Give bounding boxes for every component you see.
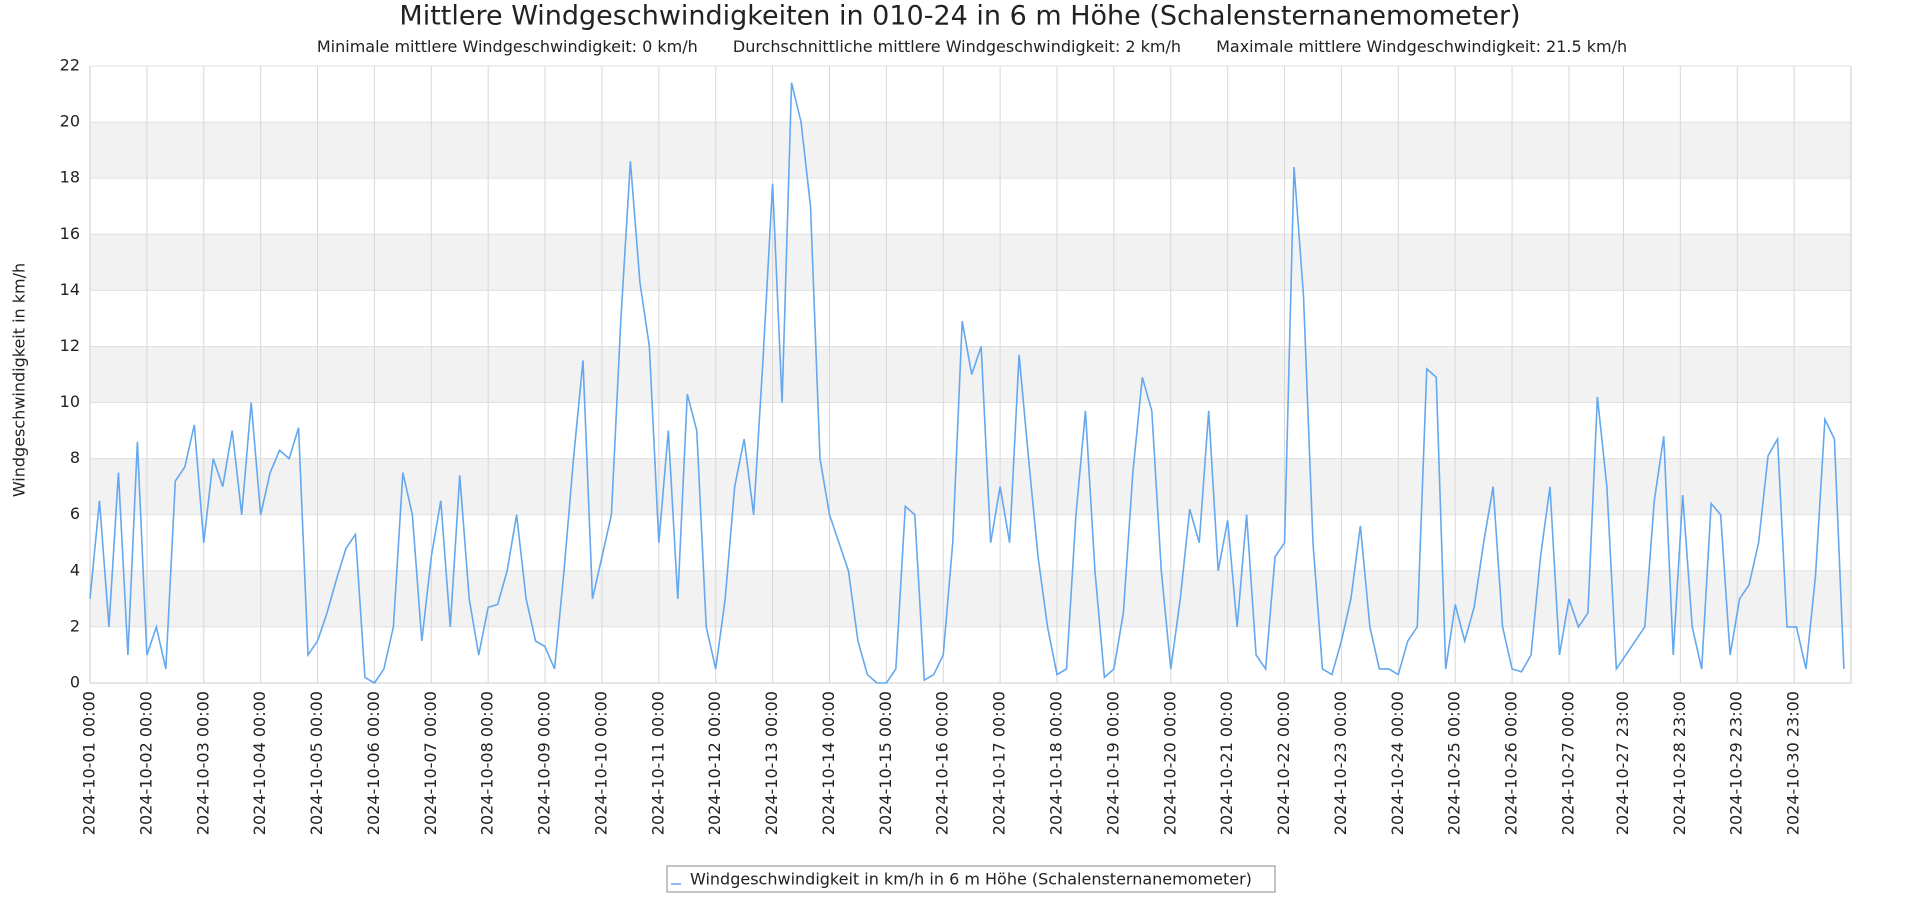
x-tick-label: 2024-10-21 00:00 — [1217, 691, 1236, 835]
y-tick-label: 2 — [70, 616, 80, 635]
x-tick-label: 2024-10-01 00:00 — [80, 691, 99, 835]
x-tick-label: 2024-10-08 00:00 — [478, 691, 497, 835]
legend-box — [666, 865, 1276, 893]
y-tick-label: 12 — [60, 336, 80, 355]
x-tick-label: 2024-10-16 00:00 — [933, 691, 952, 835]
chart-subtitle: Minimale mittlere Windgeschwindigkeit: 0… — [317, 37, 1627, 56]
x-tick-label: 2024-10-26 00:00 — [1502, 691, 1521, 835]
x-tick-label: 2024-10-27 23:00 — [1613, 691, 1632, 835]
y-tick-label: 8 — [70, 448, 80, 467]
x-tick-label: 2024-10-28 23:00 — [1670, 691, 1689, 835]
x-tick-label: 2024-10-29 23:00 — [1727, 691, 1746, 835]
y-tick-label: 0 — [70, 673, 80, 692]
x-tick-label: 2024-10-19 00:00 — [1103, 691, 1122, 835]
x-tick-label: 2024-10-22 00:00 — [1274, 691, 1293, 835]
subtitle-min: Minimale mittlere Windgeschwindigkeit: 0… — [317, 37, 698, 56]
x-tick-label: 2024-10-10 00:00 — [591, 691, 610, 835]
y-tick-label: 6 — [70, 504, 80, 523]
x-tick-label: 2024-10-24 00:00 — [1388, 691, 1407, 835]
grid-band — [90, 458, 1851, 515]
y-tick-label: 22 — [60, 56, 80, 75]
x-tick-label: 2024-10-25 00:00 — [1445, 691, 1464, 835]
x-tick-label: 2024-10-02 00:00 — [136, 691, 155, 835]
y-tick-label: 4 — [70, 560, 80, 579]
y-tick-label: 16 — [60, 224, 80, 243]
subtitle-max: Maximale mittlere Windgeschwindigkeit: 2… — [1216, 37, 1627, 56]
x-tick-label: 2024-10-07 00:00 — [421, 691, 440, 835]
x-tick-label: 2024-10-20 00:00 — [1160, 691, 1179, 835]
x-tick-label: 2024-10-17 00:00 — [990, 691, 1009, 835]
x-tick-label: 2024-10-18 00:00 — [1047, 691, 1066, 835]
grid-band — [90, 122, 1851, 179]
x-tick-label: 2024-10-30 23:00 — [1784, 691, 1803, 835]
legend-label: Windgeschwindigkeit in km/h in 6 m Höhe … — [690, 870, 1252, 889]
x-tick-label: 2024-10-06 00:00 — [364, 691, 383, 835]
x-tick-label: 2024-10-27 00:00 — [1558, 691, 1577, 835]
y-tick-label: 10 — [60, 392, 80, 411]
x-tick-label: 2024-10-23 00:00 — [1331, 691, 1350, 835]
y-tick-label: 14 — [60, 280, 80, 299]
x-tick-label: 2024-10-11 00:00 — [648, 691, 667, 835]
grid-band — [90, 234, 1851, 291]
x-tick-label: 2024-10-14 00:00 — [819, 691, 838, 835]
grid-band — [90, 346, 1851, 403]
chart-title: Mittlere Windgeschwindigkeiten in 010-24… — [399, 1, 1520, 32]
y-tick-label: 18 — [60, 168, 80, 187]
x-tick-label: 2024-10-12 00:00 — [705, 691, 724, 835]
subtitle-avg: Durchschnittliche mittlere Windgeschwind… — [733, 37, 1181, 56]
y-tick-label: 20 — [60, 112, 80, 131]
y-axis-label: Windgeschwindigkeit in km/h — [10, 263, 29, 497]
x-tick-label: 2024-10-05 00:00 — [307, 691, 326, 835]
x-tick-label: 2024-10-13 00:00 — [762, 691, 781, 835]
x-tick-label: 2024-10-09 00:00 — [535, 691, 554, 835]
x-tick-label: 2024-10-04 00:00 — [250, 691, 269, 835]
x-tick-label: 2024-10-15 00:00 — [876, 691, 895, 835]
x-tick-label: 2024-10-03 00:00 — [193, 691, 212, 835]
data-line — [89, 82, 1845, 685]
grid-band — [90, 570, 1851, 627]
